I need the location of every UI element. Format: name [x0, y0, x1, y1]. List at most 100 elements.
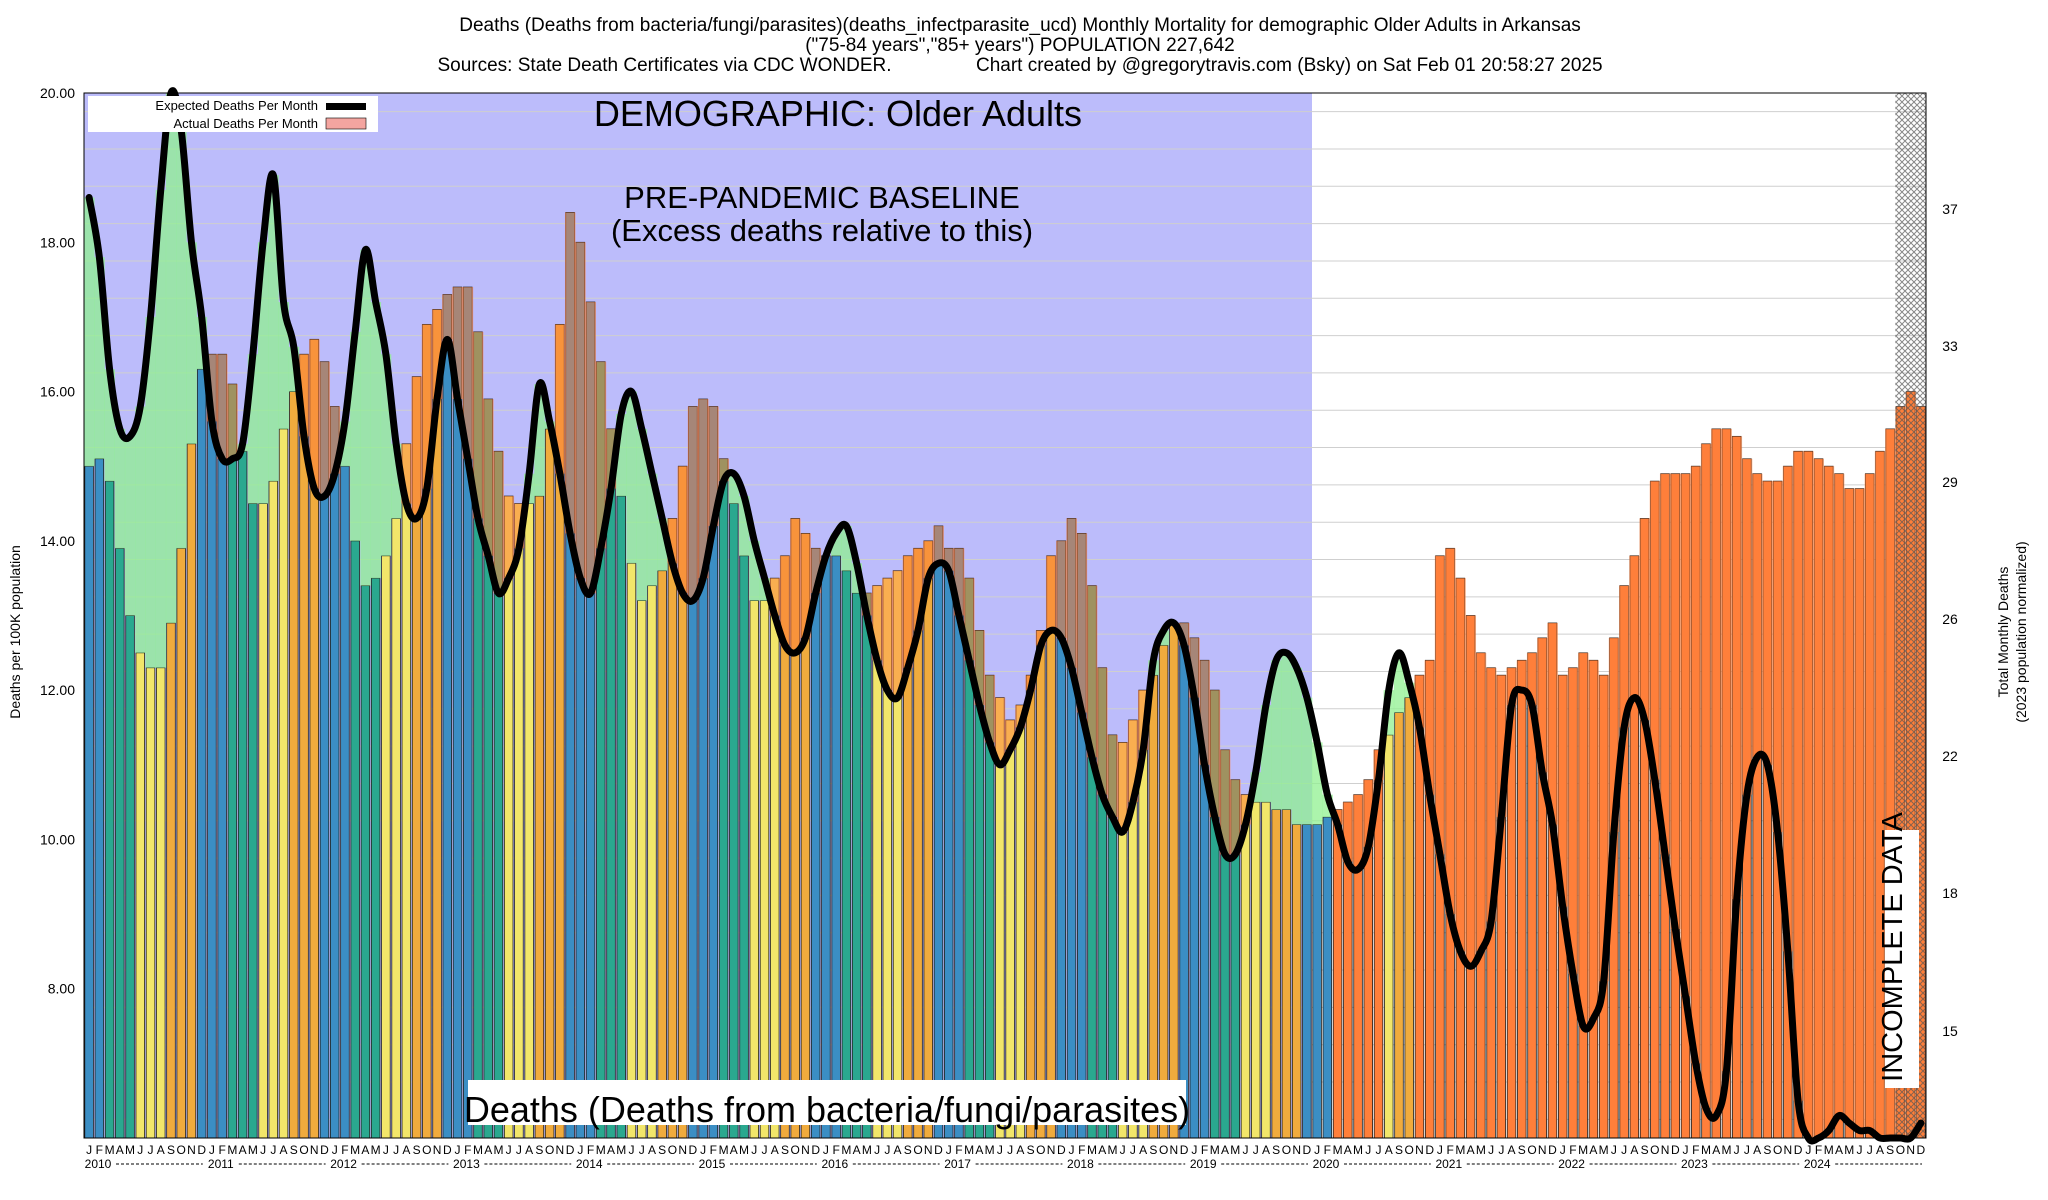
chart-title-line3: Sources: State Death Certificates via CD…	[437, 55, 1602, 76]
excess-fill	[1506, 667, 1517, 706]
bottom-series-label: Deaths (Deaths from bacteria/fungi/paras…	[464, 1089, 1190, 1130]
month-tick-label: F	[1815, 1143, 1822, 1157]
month-tick-label: M	[1476, 1143, 1486, 1157]
month-tick-label: J	[1488, 1143, 1494, 1157]
month-tick-label: A	[894, 1143, 902, 1157]
excess-fill	[1588, 660, 1599, 1019]
month-tick-label: A	[1139, 1143, 1147, 1157]
month-tick-label: A	[771, 1143, 779, 1157]
month-tick-label: M	[964, 1143, 974, 1157]
excess-fill	[953, 548, 965, 616]
month-tick-label: S	[290, 1143, 298, 1157]
excess-fill	[1414, 675, 1425, 728]
deficit-fill	[1158, 630, 1170, 646]
month-tick-label: A	[607, 1143, 615, 1157]
deficit-fill	[1393, 652, 1405, 713]
excess-fill	[585, 302, 596, 594]
year-tick-label: 2021	[1435, 1157, 1462, 1171]
month-tick-label: O	[299, 1143, 308, 1157]
month-tick-label: D	[811, 1143, 820, 1157]
actual-deaths-bar	[196, 368, 207, 1139]
month-tick-label: N	[924, 1143, 933, 1157]
month-tick-label: S	[1518, 1143, 1526, 1157]
deficit-fill	[728, 473, 740, 504]
month-tick-label: J	[823, 1143, 829, 1157]
month-tick-label: J	[1253, 1143, 1259, 1157]
month-tick-label: N	[1906, 1143, 1915, 1157]
y-tick-label: 18.00	[40, 234, 75, 250]
deficit-fill	[94, 257, 105, 459]
deficit-fill	[114, 428, 126, 549]
month-tick-label: A	[1098, 1143, 1106, 1157]
actual-deaths-bar	[360, 585, 371, 1139]
actual-deaths-bar	[1332, 809, 1343, 1139]
month-tick-label: A	[1630, 1143, 1638, 1157]
excess-fill	[1127, 720, 1139, 803]
month-tick-label: J	[209, 1143, 215, 1157]
excess-fill	[1045, 555, 1057, 631]
actual-deaths-bar	[637, 600, 647, 1139]
actual-deaths-bar	[770, 577, 780, 1139]
excess-fill	[472, 331, 484, 519]
excess-fill	[1230, 779, 1241, 855]
excess-fill	[493, 451, 504, 594]
month-tick-label: J	[1242, 1143, 1248, 1157]
month-tick-label: J	[332, 1143, 338, 1157]
month-tick-label: J	[506, 1143, 512, 1157]
chart-title-line2: ("75-84 years","85+ years") POPULATION 2…	[805, 35, 1235, 56]
month-tick-label: A	[157, 1143, 165, 1157]
month-tick-label: D	[443, 1143, 452, 1157]
excess-fill	[411, 376, 422, 519]
actual-deaths-bar	[104, 480, 115, 1139]
month-tick-label: M	[1455, 1143, 1465, 1157]
actual-deaths-bar	[207, 353, 217, 1139]
actual-deaths-bar	[1251, 801, 1261, 1139]
excess-fill	[1792, 451, 1804, 1101]
excess-fill	[718, 458, 729, 482]
month-tick-label: N	[556, 1143, 565, 1157]
excess-fill	[595, 361, 607, 549]
month-tick-label: N	[187, 1143, 196, 1157]
actual-deaths-bar	[401, 443, 412, 1139]
month-tick-label: M	[985, 1143, 995, 1157]
excess-fill	[1608, 637, 1620, 832]
excess-fill	[1424, 660, 1436, 795]
pre-pandemic-baseline-band	[84, 93, 1312, 1138]
month-tick-label: J	[1805, 1143, 1811, 1157]
deficit-fill	[104, 369, 115, 482]
actual-deaths-bar	[94, 458, 105, 1139]
month-tick-label: J	[1611, 1143, 1617, 1157]
actual-deaths-bar	[1036, 630, 1046, 1139]
month-tick-label: J	[455, 1143, 461, 1157]
y-tick-label: 20.00	[40, 85, 75, 101]
deficit-fill	[186, 242, 197, 444]
excess-fill	[1885, 428, 1896, 1139]
excess-fill	[1547, 622, 1558, 825]
excess-fill	[401, 443, 412, 504]
year-tick-label: 2016	[821, 1157, 848, 1171]
month-tick-label: D	[197, 1143, 206, 1157]
month-tick-label: J	[1621, 1143, 1627, 1157]
month-tick-label: J	[762, 1143, 768, 1157]
deficit-fill	[1312, 742, 1323, 825]
y-tick-label: 14.00	[40, 533, 75, 549]
deficit-fill	[247, 354, 259, 504]
year-tick-label: 2014	[576, 1157, 603, 1171]
month-tick-label: M	[1701, 1143, 1711, 1157]
month-tick-label: J	[1007, 1143, 1013, 1157]
actual-deaths-bar	[1384, 734, 1394, 1139]
month-tick-label: M	[493, 1143, 503, 1157]
y2-tick-label: 15	[1942, 1023, 1958, 1039]
excess-fill	[1178, 622, 1190, 646]
y-tick-label: 8.00	[48, 981, 75, 997]
actual-deaths-bar	[1169, 622, 1179, 1139]
actual-deaths-bar	[616, 495, 626, 1139]
month-tick-label: A	[1344, 1143, 1352, 1157]
excess-fill	[1199, 660, 1210, 765]
excess-fill	[1097, 667, 1108, 795]
year-tick-label: 2022	[1558, 1157, 1585, 1171]
month-tick-label: N	[801, 1143, 810, 1157]
deficit-fill	[380, 354, 392, 556]
excess-fill	[319, 361, 330, 497]
